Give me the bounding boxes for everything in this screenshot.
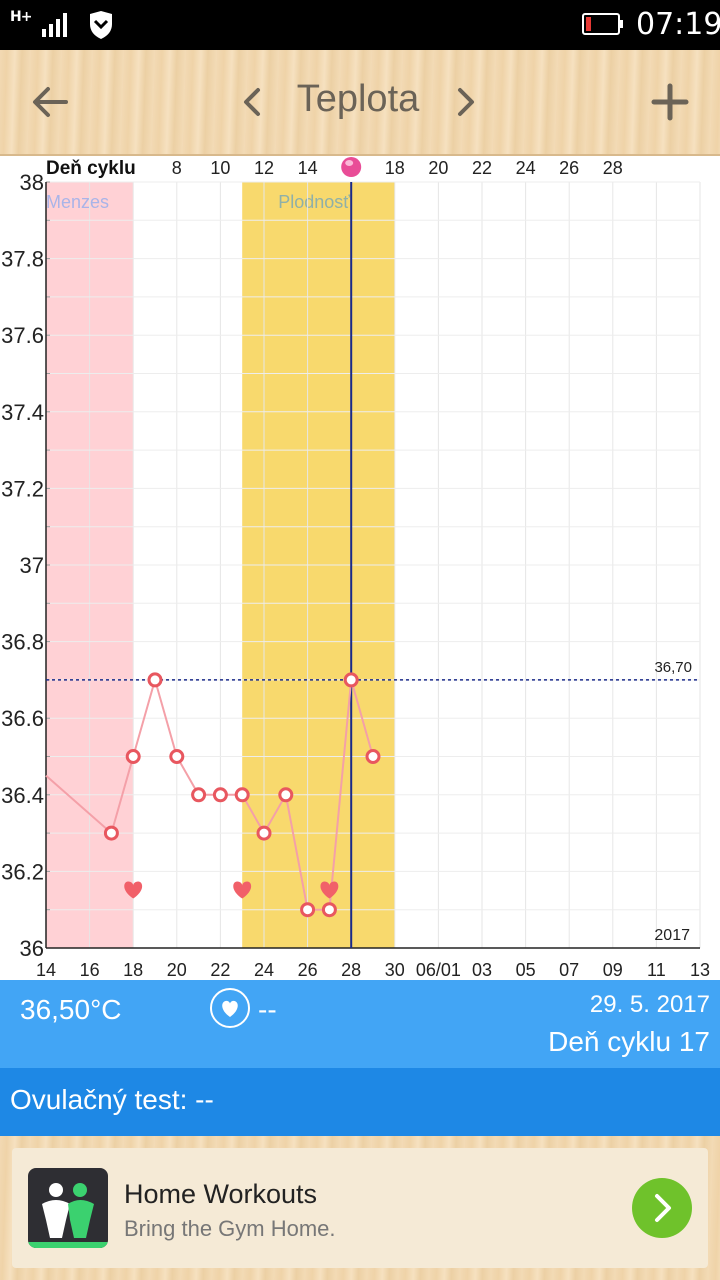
cycle-tick-label: 26 — [559, 158, 579, 178]
status-bar: H+ 07:19 — [0, 0, 720, 50]
coverline-label: 36,70 — [654, 659, 692, 676]
cycle-tick-label: 24 — [516, 158, 536, 178]
day-info-panel[interactable]: 36,50°C -- 29. 5. 2017 Deň cyklu 17 — [0, 980, 720, 1068]
cycle-axis-label: Deň cyklu — [46, 158, 136, 179]
temperature-value: 36,50°C — [20, 994, 122, 1025]
temperature-point — [256, 825, 272, 841]
cycle-tick-label: 22 — [472, 158, 492, 178]
y-tick-label: 37.8 — [1, 247, 44, 272]
y-tick-label: 37.6 — [1, 323, 44, 348]
temperature-point — [147, 672, 163, 688]
x-tick-label: 28 — [341, 960, 361, 980]
intercourse-value: -- — [258, 994, 277, 1025]
ovulation-marker-highlight — [345, 160, 354, 166]
x-tick-label: 07 — [559, 960, 579, 980]
app-logo-icon — [28, 1168, 108, 1248]
x-tick-label: 06/01 — [416, 960, 461, 980]
ad-open-button[interactable] — [632, 1178, 692, 1238]
temperature-point — [212, 787, 228, 803]
cycle-tick-label: 8 — [172, 158, 182, 178]
y-tick-label: 36.2 — [1, 859, 44, 884]
ad-title: Home Workouts — [124, 1179, 318, 1209]
ovulation-marker-icon — [341, 157, 362, 177]
cycle-tick-label: 10 — [210, 158, 230, 178]
y-tick-label: 36.6 — [1, 706, 44, 731]
ad-subtitle: Bring the Gym Home. — [124, 1216, 336, 1241]
x-tick-label: 20 — [167, 960, 187, 980]
x-tick-label: 24 — [254, 960, 274, 980]
temperature-point — [365, 749, 381, 764]
heart-icon — [320, 881, 339, 899]
temperature-point — [321, 902, 337, 918]
cycle-tick-label: 14 — [298, 158, 318, 178]
band-label: Plodnosť — [278, 192, 350, 212]
plus-icon[interactable] — [648, 80, 692, 124]
cycle-day-label: Deň cyklu 17 — [548, 1026, 710, 1057]
cycle-tick-label: 12 — [254, 158, 274, 178]
cycle-tick-label: 28 — [603, 158, 623, 178]
page-title: Teplota — [296, 78, 420, 120]
x-tick-label: 16 — [80, 960, 100, 980]
temperature-point — [125, 749, 141, 764]
temperature-point — [278, 787, 294, 803]
x-tick-label: 11 — [647, 960, 666, 980]
ovulation-test-row[interactable]: Ovulačný test: -- — [0, 1068, 720, 1136]
x-tick-label: 05 — [516, 960, 536, 980]
battery-icon — [582, 13, 623, 35]
y-tick-label: 37 — [20, 553, 44, 578]
x-tick-label: 30 — [385, 960, 405, 980]
toolbar: Teplota — [0, 50, 720, 156]
shield-icon — [90, 11, 112, 39]
y-tick-label: 36.8 — [1, 630, 44, 655]
heart-icon — [124, 881, 143, 899]
y-tick-label: 36 — [20, 936, 44, 961]
clock: 07:19 — [636, 7, 720, 42]
temperature-point — [343, 672, 359, 688]
network-type-label: H+ — [10, 9, 32, 25]
x-tick-label: 14 — [36, 960, 56, 980]
x-tick-label: 26 — [298, 960, 318, 980]
temperature-chart[interactable]: Menzes Plodnosť 36 36.2 36.4 36.6 36.8 37 37.2 3… — [0, 156, 720, 980]
temperature-point — [300, 902, 316, 918]
temperature-point — [191, 787, 207, 803]
x-tick-label: 13 — [690, 960, 710, 980]
chevron-right-icon[interactable] — [454, 84, 478, 120]
ad-area: Home Workouts Bring the Gym Home. — [0, 1136, 720, 1280]
heart-icon — [233, 881, 252, 899]
temperature-point — [169, 749, 185, 764]
y-tick-label: 38 — [20, 170, 44, 195]
year-label: 2017 — [654, 927, 690, 944]
heart-icon — [210, 988, 250, 1028]
x-tick-label: 03 — [472, 960, 492, 980]
cycle-tick-label: 20 — [428, 158, 448, 178]
y-tick-label: 37.4 — [1, 400, 44, 425]
y-tick-label: 36.4 — [1, 783, 44, 808]
chevron-right-icon — [655, 1194, 671, 1222]
temperature-point — [103, 825, 119, 841]
x-tick-label: 18 — [123, 960, 143, 980]
temperature-point — [234, 787, 250, 803]
x-tick-label: 09 — [603, 960, 623, 980]
selected-date: 29. 5. 2017 — [589, 991, 710, 1018]
chevron-left-icon[interactable] — [240, 84, 264, 120]
y-tick-label: 37.2 — [1, 476, 44, 501]
ovulation-test-label: Ovulačný test: -- — [10, 1084, 214, 1115]
x-tick-label: 22 — [210, 960, 230, 980]
ad-banner[interactable]: Home Workouts Bring the Gym Home. — [12, 1148, 708, 1268]
back-arrow-icon[interactable] — [28, 80, 72, 124]
signal-icon — [42, 13, 67, 37]
band-label: Menzes — [46, 192, 109, 212]
cycle-tick-label: 18 — [385, 158, 405, 178]
